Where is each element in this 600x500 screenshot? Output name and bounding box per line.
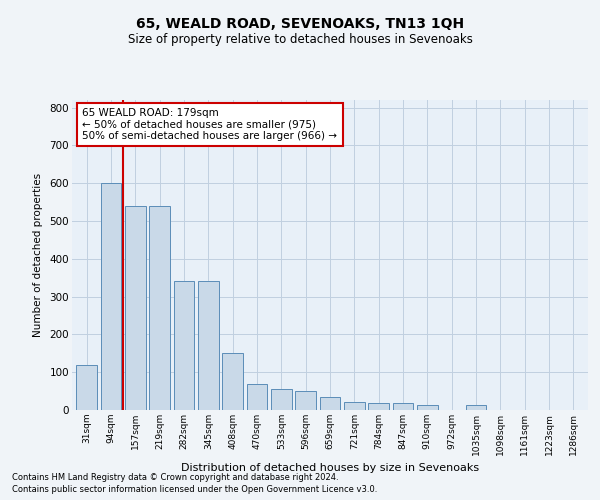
Text: Size of property relative to detached houses in Sevenoaks: Size of property relative to detached ho… xyxy=(128,32,472,46)
Bar xyxy=(466,406,487,410)
X-axis label: Distribution of detached houses by size in Sevenoaks: Distribution of detached houses by size … xyxy=(181,463,479,473)
Bar xyxy=(125,206,146,410)
Bar xyxy=(320,397,340,410)
Bar xyxy=(271,389,292,410)
Bar xyxy=(101,183,121,410)
Text: Contains HM Land Registry data © Crown copyright and database right 2024.: Contains HM Land Registry data © Crown c… xyxy=(12,472,338,482)
Bar xyxy=(392,403,413,410)
Bar xyxy=(368,403,389,410)
Bar xyxy=(222,354,243,410)
Bar xyxy=(247,384,268,410)
Bar xyxy=(344,402,365,410)
Y-axis label: Number of detached properties: Number of detached properties xyxy=(32,173,43,337)
Bar xyxy=(417,406,438,410)
Bar xyxy=(295,391,316,410)
Bar xyxy=(198,282,218,410)
Bar xyxy=(173,282,194,410)
Text: 65, WEALD ROAD, SEVENOAKS, TN13 1QH: 65, WEALD ROAD, SEVENOAKS, TN13 1QH xyxy=(136,18,464,32)
Text: Contains public sector information licensed under the Open Government Licence v3: Contains public sector information licen… xyxy=(12,485,377,494)
Text: 65 WEALD ROAD: 179sqm
← 50% of detached houses are smaller (975)
50% of semi-det: 65 WEALD ROAD: 179sqm ← 50% of detached … xyxy=(82,108,337,141)
Bar xyxy=(149,206,170,410)
Bar xyxy=(76,364,97,410)
